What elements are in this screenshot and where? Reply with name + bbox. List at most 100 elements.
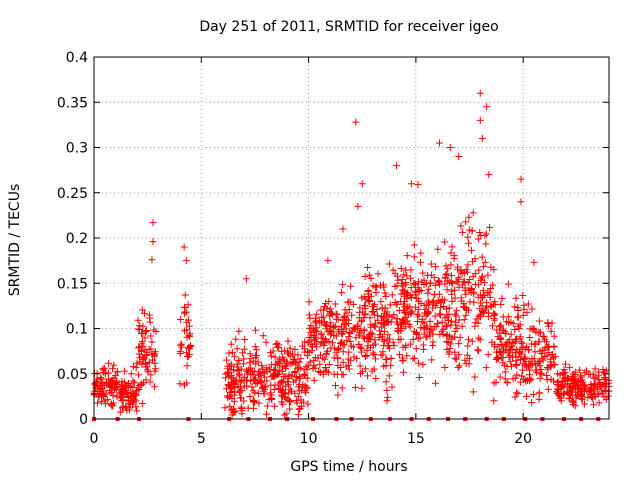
data-point bbox=[463, 268, 471, 276]
data-point bbox=[124, 394, 132, 402]
data-point bbox=[577, 372, 585, 380]
data-point bbox=[286, 344, 294, 352]
data-point bbox=[246, 350, 254, 358]
data-point bbox=[517, 175, 525, 183]
data-point bbox=[125, 397, 133, 405]
data-point bbox=[378, 333, 386, 341]
x-tick-label: 10 bbox=[300, 431, 318, 447]
data-point bbox=[471, 322, 479, 330]
data-point bbox=[604, 392, 612, 400]
data-point bbox=[231, 388, 239, 396]
data-point bbox=[471, 270, 479, 278]
x-axis-label: GPS time / hours bbox=[290, 459, 407, 475]
data-point bbox=[229, 405, 237, 413]
data-point bbox=[545, 322, 553, 330]
data-point bbox=[377, 351, 385, 359]
data-point bbox=[140, 379, 148, 387]
data-point bbox=[595, 368, 603, 376]
data-point bbox=[464, 261, 472, 269]
data-point bbox=[251, 343, 259, 351]
data-point bbox=[402, 266, 410, 274]
data-point bbox=[571, 382, 579, 390]
data-point bbox=[435, 278, 443, 286]
data-point bbox=[386, 301, 394, 309]
data-point bbox=[381, 289, 389, 297]
data-point bbox=[528, 305, 536, 313]
data-point bbox=[151, 351, 159, 359]
data-point bbox=[530, 340, 538, 348]
data-point bbox=[441, 363, 449, 371]
data-point bbox=[184, 353, 192, 361]
data-point bbox=[248, 383, 256, 391]
data-point bbox=[443, 286, 451, 294]
data-point bbox=[434, 245, 442, 253]
data-point bbox=[402, 342, 410, 350]
data-point bbox=[441, 274, 449, 282]
data-point bbox=[371, 300, 379, 308]
data-point bbox=[364, 288, 372, 296]
data-point bbox=[561, 376, 569, 384]
data-point bbox=[367, 292, 375, 300]
data-point bbox=[228, 411, 236, 419]
data-point bbox=[463, 351, 471, 359]
data-point bbox=[93, 378, 101, 386]
data-point bbox=[435, 290, 443, 298]
data-point bbox=[138, 347, 146, 355]
data-point bbox=[230, 398, 238, 406]
data-points bbox=[90, 89, 613, 419]
data-point bbox=[538, 370, 546, 378]
data-point bbox=[101, 397, 109, 405]
data-point bbox=[414, 359, 422, 367]
data-point bbox=[496, 349, 504, 357]
data-point bbox=[471, 373, 479, 381]
data-point bbox=[121, 367, 129, 375]
data-point bbox=[263, 377, 271, 385]
data-point bbox=[426, 279, 434, 287]
data-point bbox=[530, 258, 538, 266]
data-point bbox=[230, 380, 238, 388]
data-point bbox=[100, 369, 108, 377]
data-point bbox=[242, 275, 250, 283]
data-point bbox=[465, 213, 473, 221]
data-point bbox=[403, 304, 411, 312]
data-point bbox=[509, 375, 517, 383]
data-point bbox=[142, 363, 150, 371]
data-point bbox=[465, 239, 473, 247]
data-point bbox=[141, 334, 149, 342]
data-point bbox=[436, 304, 444, 312]
data-point bbox=[183, 362, 191, 370]
data-point bbox=[356, 343, 364, 351]
data-point bbox=[444, 338, 452, 346]
data-point bbox=[356, 370, 364, 378]
data-point bbox=[177, 341, 185, 349]
data-point bbox=[239, 360, 247, 368]
data-point bbox=[95, 393, 103, 401]
data-point bbox=[521, 361, 529, 369]
data-point bbox=[393, 162, 401, 170]
data-point bbox=[448, 290, 456, 298]
data-point bbox=[280, 411, 288, 419]
data-point bbox=[461, 284, 469, 292]
data-point bbox=[183, 349, 191, 357]
data-point bbox=[569, 397, 577, 405]
data-point bbox=[418, 318, 426, 326]
data-point bbox=[516, 356, 524, 364]
data-point bbox=[394, 276, 402, 284]
data-point bbox=[550, 361, 558, 369]
data-point bbox=[349, 343, 357, 351]
data-point bbox=[224, 381, 232, 389]
data-point bbox=[301, 371, 309, 379]
data-point bbox=[368, 330, 376, 338]
data-point bbox=[534, 360, 542, 368]
data-point bbox=[553, 389, 561, 397]
data-point bbox=[282, 394, 290, 402]
data-point bbox=[97, 374, 105, 382]
data-point bbox=[145, 311, 153, 319]
data-point bbox=[332, 349, 340, 357]
data-point bbox=[318, 313, 326, 321]
data-point bbox=[431, 379, 439, 387]
data-point bbox=[556, 371, 564, 379]
data-point bbox=[432, 301, 440, 309]
data-point bbox=[138, 381, 146, 389]
data-point bbox=[481, 232, 489, 240]
